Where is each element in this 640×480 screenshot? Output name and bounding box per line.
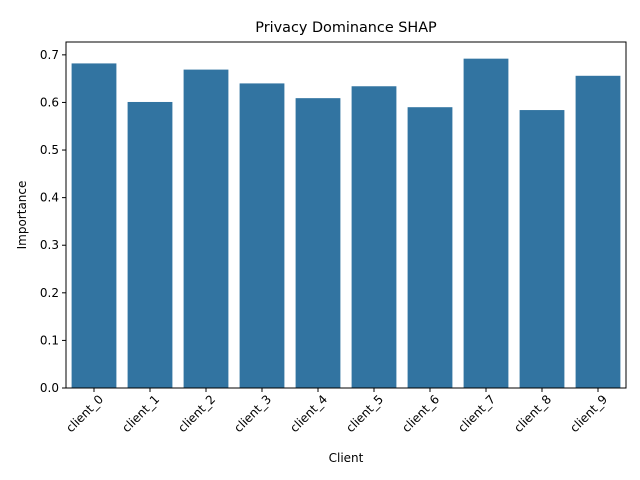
bar-client_8 — [519, 110, 565, 388]
bar-client_1 — [127, 101, 173, 388]
x-axis: client_0 client_1 client_2 client_3 client_4… — [63, 388, 610, 435]
y-tick-label: 0.1 — [40, 333, 59, 347]
x-axis-label: Client — [329, 451, 364, 465]
bar-client_2 — [183, 69, 229, 388]
bar-client_9 — [575, 75, 621, 388]
bar-client_6 — [407, 107, 453, 388]
bar-client_0 — [71, 63, 117, 389]
x-tick-label: client_5 — [343, 392, 386, 435]
bar-client_3 — [239, 83, 285, 388]
x-tick-label: client_4 — [287, 392, 330, 435]
y-tick-label: 0.2 — [40, 286, 59, 300]
x-tick-label: client_0 — [63, 392, 106, 435]
y-axis: 0.0 0.1 0.2 0.3 0.4 0.5 0.6 0.7 — [40, 48, 66, 395]
y-axis-label: Importance — [15, 181, 29, 250]
x-tick-label: client_7 — [455, 392, 498, 435]
y-tick-label: 0.6 — [40, 95, 59, 109]
x-tick-label: client_8 — [511, 392, 554, 435]
y-tick-label: 0.5 — [40, 143, 59, 157]
x-tick-label: client_3 — [231, 392, 274, 435]
bars-group — [71, 58, 621, 389]
plot-frame — [65, 41, 627, 389]
x-tick-label: client_9 — [567, 392, 610, 435]
bar-client_7 — [463, 58, 509, 388]
y-tick-label: 0.0 — [40, 381, 59, 395]
y-tick-label: 0.3 — [40, 238, 59, 252]
x-tick-label: client_2 — [175, 392, 218, 435]
y-tick-label: 0.4 — [40, 191, 59, 205]
x-tick-label: client_1 — [119, 392, 162, 435]
x-tick-label: client_6 — [399, 392, 442, 435]
bar-client_5 — [351, 86, 397, 388]
chart-title: Privacy Dominance SHAP — [255, 20, 437, 36]
y-tick-label: 0.7 — [40, 48, 59, 62]
bar-client_4 — [295, 98, 341, 388]
